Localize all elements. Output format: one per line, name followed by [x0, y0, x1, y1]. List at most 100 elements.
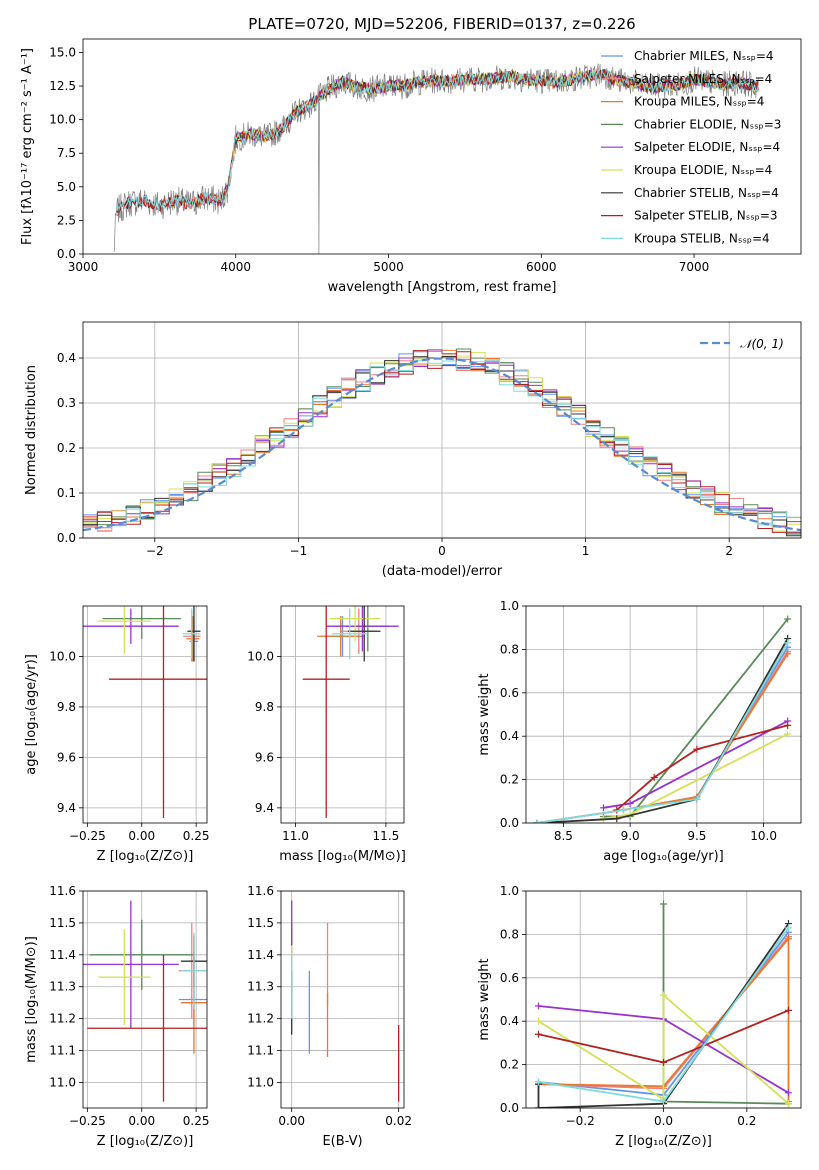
y-tick-label: 10.0	[49, 113, 76, 127]
data-point-marker	[626, 799, 634, 807]
axes-frame	[280, 605, 405, 824]
panel-spectrum: 3000 4000 5000 6000 7000 0.0 2.5 5.0 7.5 10.0 12.5…	[20, 38, 802, 295]
data-point-marker	[660, 991, 667, 999]
data-point-marker	[784, 721, 792, 729]
panel-age-vs-Z: −0.25 0.00 0.25 9.4 9.6 9.8 10.0 Z [log₁₀(Z/Z⊙)…	[24, 605, 210, 864]
y-tick-label: 9.4	[255, 801, 274, 815]
y-axis-label: mass weight	[477, 958, 492, 1040]
series-line	[538, 993, 790, 1105]
y-tick-label: 5.0	[57, 180, 76, 194]
y-tick-label: 11.6	[247, 884, 274, 898]
data-point-marker	[535, 1078, 542, 1086]
y-tick-label: 11.1	[247, 1044, 274, 1058]
data-point-marker	[784, 730, 792, 738]
y-tick-label: 7.5	[57, 146, 76, 160]
x-tick-label: −0.25	[69, 829, 106, 843]
y-tick-label: 0.2	[57, 441, 76, 455]
data-point-marker	[660, 1058, 667, 1066]
y-axis-label: age [log₁₀(age/yr)]	[24, 654, 39, 775]
y-tick-label: 2.5	[57, 213, 76, 227]
x-tick-label: −0.2	[566, 1114, 595, 1128]
x-tick-label: 2	[725, 544, 733, 558]
data-point-marker	[660, 1097, 667, 1105]
axes-frame	[82, 38, 802, 255]
legend-entry: Kroupa ELODIE, Nₛₛₚ=4	[634, 163, 772, 177]
legend-entry: Salpeter STELIB, Nₛₛₚ=3	[634, 209, 778, 223]
plot-area	[83, 606, 207, 818]
x-tick-label: 10.0	[750, 829, 777, 843]
legend-entry: Kroupa STELIB, Nₛₛₚ=4	[634, 231, 770, 245]
data-point-marker	[693, 795, 701, 803]
panel-residuals: −2 −1 0 1 2 0.0 0.1 0.2 0.3 0.4 (data-model)/error…	[24, 321, 802, 579]
plot-area	[535, 900, 792, 1108]
legend-entry: Salpeter MILES, Nₛₛₚ=4	[634, 72, 772, 86]
x-tick-label: 7000	[679, 260, 710, 274]
y-tick-label: 0.0	[500, 1101, 519, 1115]
data-point-marker	[619, 806, 627, 814]
data-point-marker	[785, 1006, 792, 1014]
axes-frame	[525, 605, 802, 824]
model-line-salpeter-stelib	[116, 69, 759, 216]
y-tick-label: 9.6	[255, 750, 274, 764]
series-line	[536, 638, 789, 823]
data-point-marker	[613, 815, 621, 823]
x-tick-label: 0	[438, 544, 446, 558]
y-tick-label: 11.5	[247, 916, 274, 930]
x-axis-label: wavelength [Angstrom, rest frame]	[328, 280, 557, 295]
axes-frame	[525, 890, 802, 1109]
y-tick-label: 10.0	[247, 649, 274, 663]
y-tick-label: 11.3	[49, 980, 76, 994]
data-point-marker	[693, 745, 701, 753]
x-tick-label: 0.25	[183, 1114, 210, 1128]
y-tick-label: 0.6	[500, 971, 519, 985]
y-tick-label: 0.4	[500, 729, 519, 743]
y-tick-label: 9.6	[57, 750, 76, 764]
series-line	[603, 733, 789, 820]
axes-frame	[82, 605, 208, 824]
series-line	[662, 904, 789, 1105]
legend-entry: Salpeter ELODIE, Nₛₛₚ=4	[634, 140, 780, 154]
data-point-marker	[785, 935, 792, 943]
y-tick-label: 0.4	[57, 351, 76, 365]
x-tick-label: 0.25	[183, 829, 210, 843]
x-tick-label: −0.25	[69, 1114, 106, 1128]
histogram-step-salpeter-elodie	[83, 349, 801, 528]
x-tick-label: 0.2	[737, 1114, 756, 1128]
data-point-marker	[650, 773, 658, 781]
y-tick-label: 11.0	[247, 1075, 274, 1089]
data-point-marker	[535, 1002, 542, 1010]
x-axis-label: age [log₁₀(age/yr)]	[603, 849, 724, 864]
x-axis-label: Z [log₁₀(Z/Z⊙)]	[615, 1134, 712, 1149]
x-tick-label: 9.5	[687, 829, 706, 843]
y-tick-label: 0.8	[500, 927, 519, 941]
y-tick-label: 9.8	[57, 700, 76, 714]
data-point-marker	[784, 650, 792, 658]
plot-area	[533, 615, 792, 823]
y-axis-label: Flux [fλ10⁻¹⁷ erg cm⁻² s⁻¹ A⁻¹]	[20, 48, 35, 245]
legend-entry: Chabrier MILES, Nₛₛₚ=4	[634, 49, 774, 63]
y-tick-label: 11.1	[49, 1044, 76, 1058]
y-tick-label: 11.0	[49, 1075, 76, 1089]
y-tick-label: 9.4	[57, 801, 76, 815]
series-line	[616, 724, 788, 811]
x-axis-label: Z [log₁₀(Z/Z⊙)]	[97, 1134, 194, 1149]
histogram-step-kroupa-elodie	[83, 352, 801, 532]
y-axis-label: Normed distribution	[24, 365, 39, 495]
x-axis-label: E(B-V)	[322, 1134, 362, 1149]
y-tick-label: 1.0	[500, 599, 519, 613]
x-tick-label: 0.0	[654, 1114, 673, 1128]
histogram-step-kroupa-stelib	[83, 360, 801, 532]
y-tick-label: 1.0	[500, 884, 519, 898]
x-tick-label: 5000	[373, 260, 404, 274]
histogram-step-chabrier-stelib	[83, 356, 801, 537]
y-tick-label: 0.2	[500, 773, 519, 787]
data-point-marker	[535, 1017, 542, 1025]
panel-age-vs-mass: 11.0 11.5 9.4 9.6 9.8 10.0 mass [log₁₀(M/M⊙)]	[247, 605, 406, 864]
y-tick-label: 0.6	[500, 686, 519, 700]
plot-area	[291, 900, 400, 1102]
plot-area	[83, 348, 801, 537]
y-tick-label: 10.0	[49, 649, 76, 663]
plot-area	[83, 900, 207, 1102]
y-tick-label: 11.3	[247, 980, 274, 994]
